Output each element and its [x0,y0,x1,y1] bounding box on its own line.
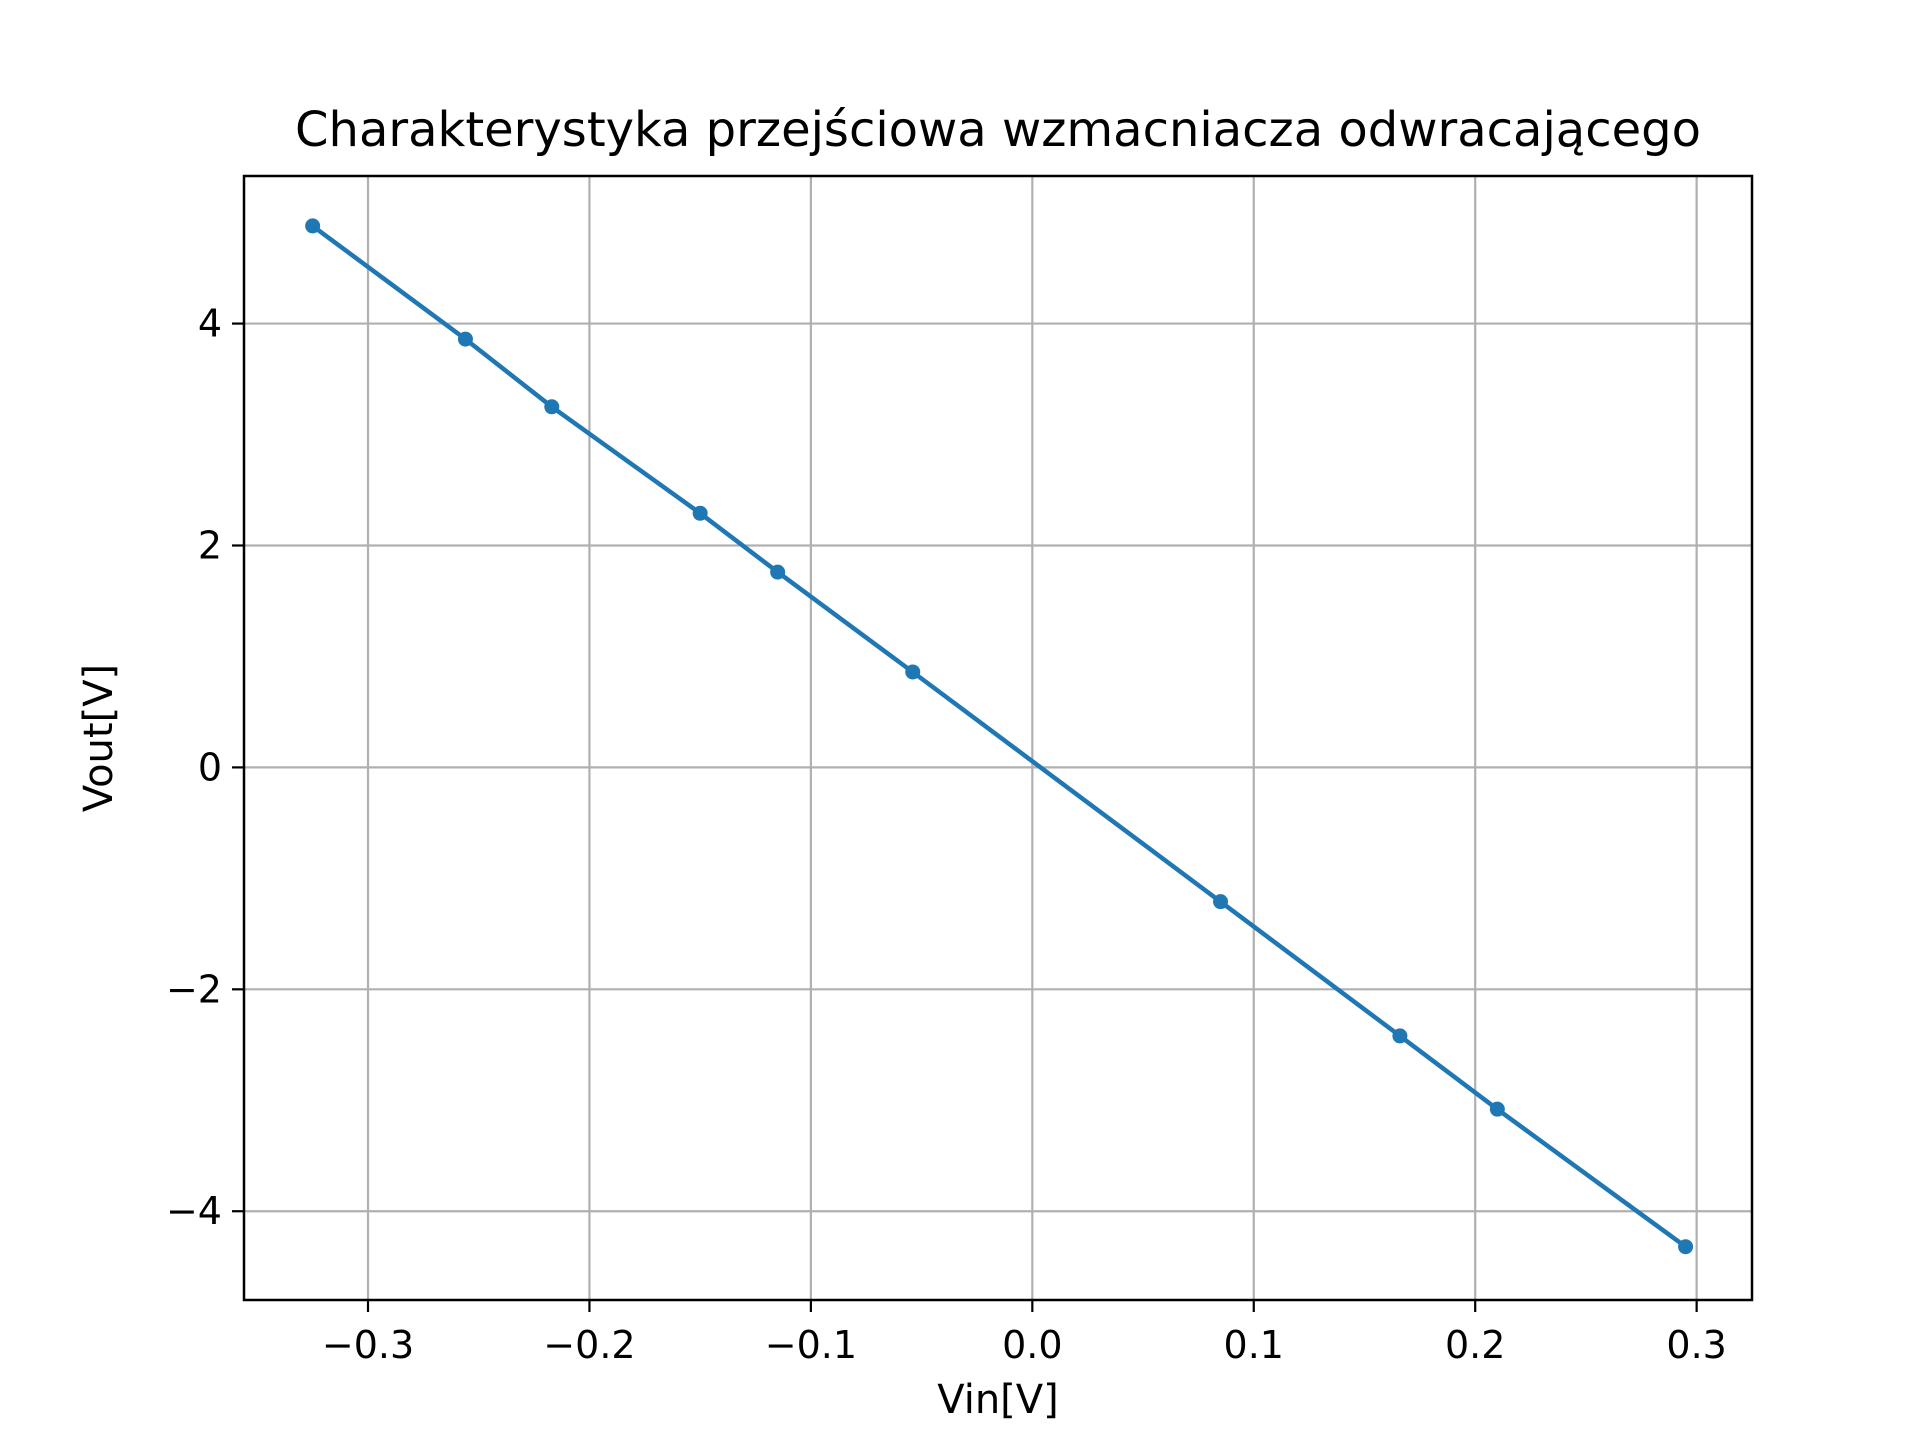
y-axis-label: Vout[V] [76,664,122,812]
x-tick-label: −0.2 [543,1323,635,1367]
x-tick-label: 0.0 [1002,1323,1062,1367]
x-tick-label: −0.3 [322,1323,414,1367]
data-point [1489,1101,1505,1117]
data-point [1678,1239,1694,1255]
data-point [692,505,708,521]
y-tick-label: −2 [166,967,222,1011]
data-point [1392,1028,1408,1044]
y-tick-label: −4 [166,1189,222,1233]
data-point [1213,894,1229,910]
series-line [311,224,1687,1249]
series-layer [305,218,1694,1255]
x-axis-ticks: −0.3 −0.2 −0.1 0.0 0.1 0.2 0.3 [322,1300,1727,1367]
chart-title: Charakterystyka przejściowa wzmacniacza … [295,102,1701,158]
x-tick-label: −0.1 [765,1323,857,1367]
x-tick-label: 0.2 [1445,1323,1505,1367]
data-point [544,399,560,415]
y-axis-ticks: −4 −2 0 2 4 [166,302,244,1233]
x-axis-label: Vin[V] [937,1377,1059,1423]
data-point [905,664,921,680]
x-tick-label: 0.3 [1666,1323,1726,1367]
x-tick-label: 0.1 [1224,1323,1284,1367]
grid [244,176,1752,1300]
y-tick-label: 0 [198,745,222,789]
data-point [457,331,473,347]
y-tick-label: 4 [198,302,222,346]
data-point [305,218,321,234]
y-tick-label: 2 [198,523,222,567]
plot-frame [242,174,1754,1302]
data-point [770,564,786,580]
